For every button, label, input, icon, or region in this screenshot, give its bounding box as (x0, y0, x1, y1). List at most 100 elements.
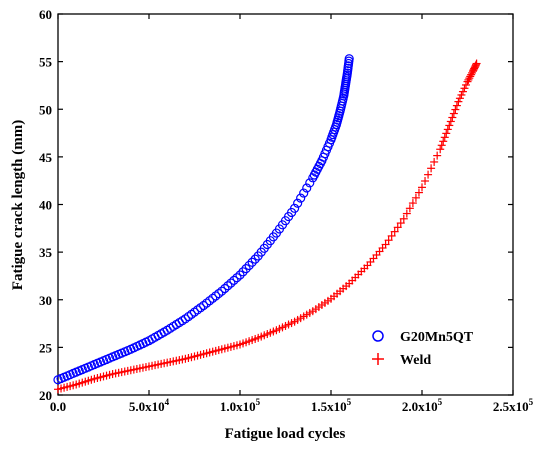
y-tick-label: 25 (39, 340, 53, 355)
weld-point (446, 117, 455, 126)
series-g20mn5qt (53, 54, 354, 385)
g20mn5qt-point (244, 260, 254, 271)
weld-point (454, 97, 463, 106)
series-layer (53, 54, 481, 394)
weld-point (463, 77, 472, 86)
g20mn5qt-point (217, 286, 227, 296)
weld-point (384, 236, 393, 245)
g20mn5qt-point (189, 307, 200, 317)
weld-point (443, 125, 452, 134)
legend: G20Mn5QT Weld (372, 330, 474, 368)
weld-point (411, 193, 420, 202)
g20mn5qt-point (229, 275, 239, 285)
y-axis-title: Fatigue crack length (mm) (10, 120, 26, 290)
weld-point (399, 214, 408, 223)
x-axis-ticks: 0.0 5.0x104 1.0x105 1.5x105 2.0x105 2.5x105 (50, 14, 534, 414)
weld-point (396, 219, 405, 228)
y-tick-label: 40 (39, 198, 52, 213)
g20mn5qt-point (238, 267, 248, 277)
weld-point (393, 223, 402, 232)
g20mn5qt-point (220, 283, 230, 294)
g20mn5qt-point (299, 188, 309, 198)
g20mn5qt-point (226, 278, 236, 288)
g20mn5qt-point (195, 303, 206, 313)
weld-point (457, 90, 466, 99)
g20mn5qt-point (232, 273, 242, 283)
weld-point (448, 113, 457, 122)
weld-point (465, 74, 474, 83)
g20mn5qt-point (293, 198, 303, 208)
g20mn5qt-point (290, 203, 300, 213)
y-tick-label: 20 (39, 388, 52, 403)
g20mn5qt-point (250, 254, 260, 264)
y-tick-label: 45 (39, 150, 53, 165)
x-axis-title: Fatigue load cycles (225, 426, 346, 442)
weld-point (449, 109, 458, 118)
weld-point (440, 133, 449, 142)
y-tick-label: 50 (39, 102, 52, 117)
weld-point (437, 141, 446, 150)
g20mn5qt-point (186, 309, 197, 319)
x-tick-label: 1.5x105 (311, 397, 352, 414)
g20mn5qt-point (199, 300, 209, 311)
weld-point (458, 87, 467, 96)
g20mn5qt-point (235, 270, 245, 280)
y-axis-ticks: 20 25 30 35 40 45 50 55 60 (39, 7, 513, 403)
legend-label-g20mn5qt: G20Mn5QT (400, 330, 474, 345)
g20mn5qt-point (305, 178, 315, 188)
weld-point (421, 177, 430, 186)
g20mn5qt-point (214, 288, 224, 299)
weld-point (460, 84, 469, 93)
g20mn5qt-point (192, 305, 203, 315)
g20mn5qt-point (247, 257, 257, 267)
g20mn5qt-point (296, 193, 306, 203)
x-tick-label: 2.5x105 (493, 397, 534, 414)
weld-point (418, 183, 426, 192)
weld-point (455, 94, 464, 103)
g20mn5qt-point (180, 314, 190, 324)
y-tick-label: 55 (39, 55, 53, 70)
weld-point (390, 227, 399, 236)
weld-point (408, 199, 417, 208)
weld-point (445, 121, 454, 130)
weld-point (464, 75, 473, 84)
weld-point (414, 188, 423, 197)
x-tick-label: 5.0x104 (129, 397, 170, 414)
legend-label-weld: Weld (400, 353, 431, 368)
weld-point (430, 157, 439, 166)
weld-point (442, 129, 451, 138)
weld-point (387, 231, 396, 240)
weld-point (451, 105, 460, 114)
weld-point (424, 170, 433, 179)
weld-point (467, 70, 476, 79)
weld-point (427, 164, 436, 173)
weld-point (472, 59, 481, 68)
series-weld (54, 59, 481, 394)
weld-point (466, 72, 475, 81)
legend-marker-g20mn5qt (372, 330, 384, 342)
weld-point (436, 145, 445, 154)
weld-point (402, 209, 411, 218)
legend-marker-weld (372, 353, 384, 365)
weld-point (381, 240, 390, 249)
weld-point (433, 151, 442, 160)
weld-point (461, 80, 470, 89)
y-tick-label: 60 (39, 7, 52, 22)
x-tick-label: 2.0x105 (402, 397, 443, 414)
g20mn5qt-point (211, 291, 221, 301)
x-tick-label: 0.0 (50, 399, 66, 414)
y-tick-label: 35 (39, 245, 53, 260)
weld-point (471, 60, 480, 69)
x-tick-label: 1.0x105 (220, 397, 261, 414)
g20mn5qt-point (344, 54, 354, 64)
g20mn5qt-point (205, 296, 215, 306)
g20mn5qt-point (223, 281, 233, 291)
y-tick-label: 30 (39, 293, 52, 308)
g20mn5qt-point (302, 183, 312, 193)
g20mn5qt-point (241, 264, 251, 274)
weld-point (452, 101, 461, 110)
g20mn5qt-point (208, 293, 218, 303)
weld-point (405, 204, 414, 213)
